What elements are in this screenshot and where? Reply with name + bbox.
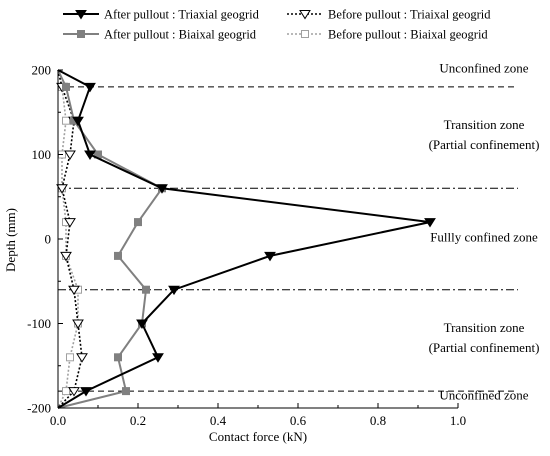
series-0 — [57, 69, 436, 409]
x-axis-label: Contact force (kN) — [209, 429, 307, 444]
series-1 — [57, 69, 166, 409]
series-line-0 — [57, 69, 431, 409]
annotation-transition-top-line-0: Transition zone — [444, 117, 525, 132]
annotation-transition-top-line-1: (Partial confinement) — [429, 137, 540, 152]
series-2-point-4 — [56, 184, 68, 194]
legend-item-3: Before pullout : Biaixal geogrid — [287, 28, 488, 42]
legend-marker-1 — [77, 30, 85, 38]
axes: 0.0 0.2 0.4 0.6 0.8 1.0 -200 -100 0 100 200 — [27, 63, 466, 429]
series-1-point-5 — [134, 218, 142, 227]
series-line-2 — [57, 69, 83, 409]
y-tick-label-0: -200 — [27, 401, 51, 416]
annotation-fully-confined-line-0: Fullly confined zone — [430, 230, 538, 245]
legend-label-2: Before pullout : Triaixal geogrid — [328, 8, 491, 22]
legend-item-2: Before pullout : Triaixal geogrid — [287, 8, 491, 22]
annotation-transition-bottom-line-0: Transition zone — [444, 320, 525, 335]
x-tick-label-4: 0.8 — [370, 413, 386, 428]
series-1-point-1 — [62, 82, 70, 91]
series-0-point-8 — [136, 319, 148, 329]
series-0-point-7 — [168, 285, 180, 296]
series-0-point-6 — [264, 251, 276, 262]
legend-marker-3 — [301, 30, 309, 38]
series-0-point-9 — [152, 353, 164, 363]
series-0-point-5 — [424, 218, 436, 228]
y-tick-label-4: 200 — [32, 63, 52, 78]
series-0-point-10 — [80, 387, 92, 397]
x-tick-label-1: 0.2 — [130, 413, 146, 428]
series-2-point-8 — [72, 319, 84, 329]
series-2-point-6 — [60, 251, 72, 262]
series-0-point-4 — [156, 184, 168, 194]
series-3-point-2 — [62, 116, 70, 125]
series-layer — [56, 69, 436, 409]
zone-annotations: Unconfined zone Transition zone (Partial c… — [429, 61, 540, 403]
x-tick-label-0: 0.0 — [50, 413, 66, 428]
series-0-point-3 — [84, 150, 96, 160]
series-2-point-5 — [64, 218, 76, 228]
series-2-point-9 — [76, 353, 88, 363]
series-2-point-3 — [64, 150, 76, 160]
reference-lines — [58, 86, 518, 392]
series-line-1 — [57, 69, 164, 409]
series-3-point-9 — [66, 353, 74, 362]
annotation-transition-bottom-line-1: (Partial confinement) — [429, 340, 540, 355]
x-tick-label-2: 0.4 — [210, 413, 227, 428]
series-1-point-10 — [122, 387, 130, 396]
series-2-point-7 — [68, 285, 80, 296]
legend-marker-0 — [75, 10, 87, 20]
legend-label-0: After pullout : Triaxial geogrid — [104, 8, 260, 22]
series-1-point-7 — [142, 285, 150, 294]
series-1-point-9 — [114, 353, 122, 362]
y-tick-label-3: 100 — [32, 147, 52, 162]
legend-marker-2 — [299, 10, 311, 20]
series-0-point-1 — [84, 82, 96, 93]
legend-item-1: After pullout : Biaixal geogrid — [63, 28, 257, 42]
series-0-point-2 — [72, 116, 84, 127]
y-tick-label-1: -100 — [27, 316, 51, 331]
legend-label-3: Before pullout : Biaixal geogrid — [328, 28, 488, 42]
series-1-point-6 — [114, 251, 122, 260]
legend-item-0: After pullout : Triaxial geogrid — [63, 8, 260, 22]
y-axis-label: Depth (mm) — [3, 208, 18, 272]
series-3-point-10 — [62, 387, 70, 396]
y-tick-label-2: 0 — [45, 232, 52, 247]
legend: After pullout : Triaxial geogrid Before p… — [63, 8, 491, 42]
x-tick-label-3: 0.6 — [290, 413, 307, 428]
annotation-unconfined-bottom-line-0: Unconfined zone — [439, 388, 528, 403]
series-2-point-10 — [68, 387, 80, 397]
annotation-unconfined-top-line-0: Unconfined zone — [439, 61, 528, 76]
x-tick-label-5: 1.0 — [450, 413, 466, 428]
series-line-3 — [57, 69, 79, 409]
legend-label-1: After pullout : Biaixal geogrid — [104, 28, 257, 42]
